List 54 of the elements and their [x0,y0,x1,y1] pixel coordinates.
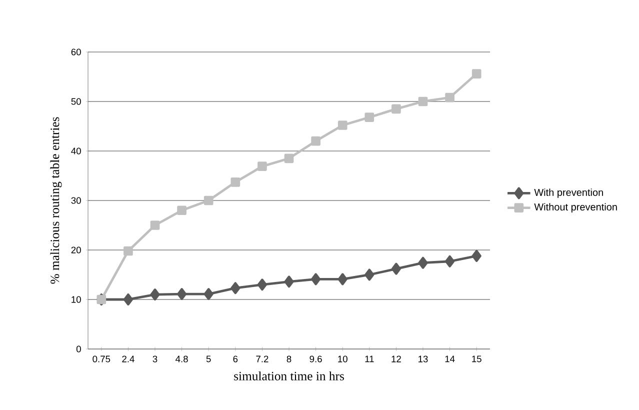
point [257,278,267,291]
point [284,154,294,164]
x-tick-label: 8 [286,356,292,362]
x-tick-label: 3 [152,356,158,362]
x-tick-label: 4.8 [176,356,188,362]
x-tick-label: 11 [365,356,374,362]
y-tick-label: 60 [71,48,81,56]
y-axis-title: % malicious routing table entries [50,117,62,284]
point [177,206,186,216]
point [445,255,455,268]
point [177,288,187,300]
x-tick-label: 13 [418,356,428,362]
legend-label: With prevention [534,188,603,198]
point [123,293,134,306]
point [230,282,240,294]
point [124,246,133,256]
point [258,162,267,172]
x-tick-label: 7.2 [256,356,268,362]
point [311,136,320,146]
x-tick-label: 10 [338,356,348,362]
x-tick-label: 12 [392,356,401,362]
x-tick-label: 2.4 [122,356,134,362]
y-tick-label: 20 [71,246,81,254]
y-tick-label: 10 [72,296,81,303]
point [150,288,160,301]
point [445,92,454,102]
point [230,178,240,187]
point [204,196,214,206]
point [391,262,401,275]
x-axis-title: simulation time in hrs [234,371,344,380]
point [311,273,321,286]
x-tick-label: 5 [206,356,211,362]
point [418,96,428,106]
x-tick-label: 6 [233,356,238,362]
x-tick-label: 0.75 [92,356,110,362]
x-tick-label: 9.6 [310,356,322,362]
point [472,250,482,262]
point [284,276,294,288]
x-tick-label: 14 [445,356,455,362]
point [392,104,401,114]
legend-label: Without prevention [534,203,617,212]
x-tick-label: 15 [472,356,482,362]
point [150,220,160,230]
y-tick-label: 30 [71,197,81,204]
point [204,288,214,300]
point [472,69,482,78]
point [418,256,428,269]
y-tick-label: 50 [71,98,81,105]
y-tick-label: 40 [71,148,81,154]
y-tick-label: 0 [76,346,81,352]
point [338,120,348,130]
point [364,112,374,122]
point [338,273,348,286]
point [364,268,374,281]
